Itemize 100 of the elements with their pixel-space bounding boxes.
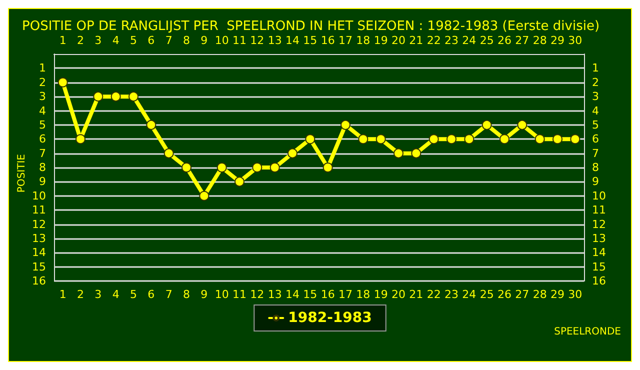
point	[76, 134, 86, 144]
y-tick-label: 15	[32, 260, 46, 274]
point	[322, 162, 333, 172]
x-tick-label: 12	[250, 288, 264, 301]
point	[270, 162, 280, 172]
category-label: 3	[94, 34, 102, 47]
category-label: 10	[214, 34, 229, 47]
x-tick-label: 1	[59, 288, 66, 301]
point	[146, 120, 156, 130]
x-tick-label: 22	[426, 288, 441, 301]
y-tick-label: 6	[39, 132, 46, 146]
y2-tick-label: 2	[592, 76, 599, 89]
category-label: 30	[568, 34, 582, 47]
point	[128, 92, 138, 102]
x-tick-label: 17	[338, 288, 352, 301]
x-tick-label: 13	[268, 288, 282, 301]
category-label: 29	[550, 34, 564, 47]
point	[394, 148, 404, 158]
x-tick-label: 27	[515, 288, 530, 301]
x-tick-label: 5	[130, 288, 137, 301]
category-label: 27	[515, 34, 530, 47]
category-label: 26	[498, 34, 512, 47]
x-tick-label: 9	[200, 288, 208, 301]
category-label: 4	[112, 34, 120, 47]
x-tick-label: 19	[374, 288, 388, 301]
category-label: 13	[268, 34, 282, 47]
category-label: 12	[250, 34, 264, 47]
category-label: 15	[303, 34, 318, 47]
point	[199, 190, 210, 201]
x-tick-label: 30	[568, 288, 582, 301]
category-label: 24	[462, 34, 476, 47]
y2-tick-label: 4	[592, 104, 599, 118]
point	[216, 162, 227, 172]
category-label: 28	[532, 34, 547, 47]
y-tick-label: 9	[39, 175, 46, 188]
x-tick-label: 2	[77, 288, 84, 301]
point	[464, 134, 474, 144]
point	[552, 134, 562, 144]
point	[93, 92, 104, 102]
point	[164, 148, 174, 158]
y2-tick-label: 5	[592, 118, 599, 132]
y2-tick-label: 9	[592, 175, 599, 188]
x-tick-label: 20	[392, 288, 406, 301]
category-label: 14	[286, 34, 300, 47]
x-tick-label: 25	[480, 288, 494, 301]
category-label: 18	[356, 34, 370, 47]
x-tick-label: 4	[112, 288, 120, 301]
y-tick-label: 10	[32, 189, 46, 202]
category-label: 22	[426, 34, 441, 47]
x-tick-label: 21	[409, 288, 424, 301]
y2-tick-label: 6	[592, 132, 599, 146]
x-tick-label: 8	[183, 288, 190, 301]
y2-tick-label: 11	[592, 204, 606, 217]
chart-title: POSITIE OP DE RANGLIJST PER SPEELROND IN HET SEIZOEN : 1982-1983 (Eerste divisie)	[22, 19, 600, 34]
x-tick-label: 23	[444, 288, 458, 301]
point	[482, 120, 492, 130]
point	[446, 134, 456, 144]
y-tick-label: 5	[39, 118, 46, 132]
legend-label: 1982-1983	[288, 310, 372, 326]
point	[58, 77, 68, 88]
point	[110, 92, 121, 102]
y-tick-label: 16	[32, 274, 46, 288]
x-tick-label: 14	[286, 288, 300, 301]
point	[182, 162, 192, 172]
category-label: 5	[130, 34, 137, 47]
x-tick-label: 15	[303, 288, 318, 301]
y-tick-label: 12	[32, 218, 46, 231]
category-label: 8	[183, 34, 190, 47]
x-tick-label: 26	[498, 288, 512, 301]
x-tick-label: 16	[320, 288, 335, 301]
y2-tick-label: 1	[592, 62, 599, 75]
category-label: 20	[392, 34, 406, 47]
point	[534, 134, 545, 144]
category-label: 17	[338, 34, 352, 47]
point	[500, 134, 510, 144]
category-label: 6	[148, 34, 155, 47]
y2-tick-label: 16	[592, 274, 606, 288]
x-axis-title: SPEELRONDE	[554, 326, 621, 338]
y-tick-label: 7	[39, 146, 46, 160]
y-axis-title: POSITIE	[16, 154, 28, 193]
category-label: 7	[165, 34, 172, 47]
x-tick-label: 10	[214, 288, 229, 301]
category-label: 16	[320, 34, 335, 47]
category-label: 11	[232, 34, 246, 47]
y-tick-label: 13	[32, 232, 46, 245]
y2-tick-label: 7	[592, 146, 599, 160]
y-tick-label: 3	[39, 90, 46, 104]
point	[252, 162, 262, 172]
point	[305, 134, 316, 144]
x-tick-label: 29	[550, 288, 564, 301]
y-tick-label: 2	[39, 76, 46, 89]
point	[234, 176, 244, 187]
category-label: 9	[200, 34, 208, 47]
y-tick-label: 1	[39, 62, 46, 75]
point	[358, 134, 368, 144]
x-tick-label: 6	[148, 288, 155, 301]
y-tick-label: 8	[39, 161, 46, 174]
y2-tick-label: 12	[592, 218, 606, 231]
x-tick-label: 3	[94, 288, 102, 301]
x-tick-label: 28	[532, 288, 547, 301]
